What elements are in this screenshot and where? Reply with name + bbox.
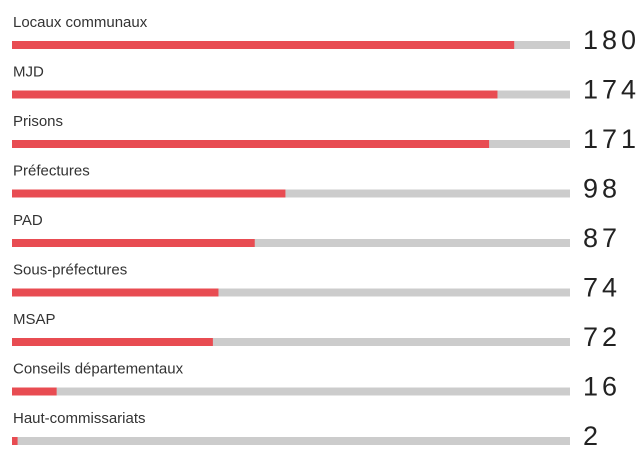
bar-track bbox=[12, 239, 570, 247]
value-label: 180 bbox=[583, 25, 638, 55]
category-label: MJD bbox=[13, 64, 44, 81]
bar bbox=[12, 90, 498, 99]
bar bbox=[12, 387, 57, 396]
category-label: PAD bbox=[13, 212, 43, 229]
bar bbox=[12, 189, 286, 198]
value-label: 72 bbox=[583, 322, 621, 352]
bar bbox=[12, 288, 219, 297]
bar bbox=[12, 338, 213, 346]
category-label: Sous-préfectures bbox=[13, 262, 127, 279]
category-label: Haut-commissariats bbox=[13, 410, 146, 427]
value-label: 174 bbox=[583, 75, 638, 105]
value-label: 171 bbox=[583, 124, 638, 154]
value-label: 2 bbox=[583, 421, 602, 451]
bar-track bbox=[12, 387, 570, 396]
bar-track bbox=[12, 338, 570, 346]
category-label: Conseils départementaux bbox=[13, 361, 184, 378]
bar-track bbox=[12, 288, 570, 297]
bar bbox=[12, 140, 490, 148]
category-label: MSAP bbox=[13, 311, 56, 328]
bar bbox=[12, 437, 18, 445]
value-label: 87 bbox=[583, 223, 621, 253]
bar-track bbox=[12, 437, 570, 445]
bar-track bbox=[12, 189, 570, 198]
value-label: 16 bbox=[583, 372, 621, 402]
category-label: Prisons bbox=[13, 113, 63, 130]
bar bbox=[12, 239, 255, 247]
value-label: 98 bbox=[583, 174, 621, 204]
value-label: 74 bbox=[583, 273, 621, 303]
category-label: Préfectures bbox=[13, 163, 90, 180]
category-label: Locaux communaux bbox=[13, 14, 148, 31]
bar bbox=[12, 41, 515, 49]
